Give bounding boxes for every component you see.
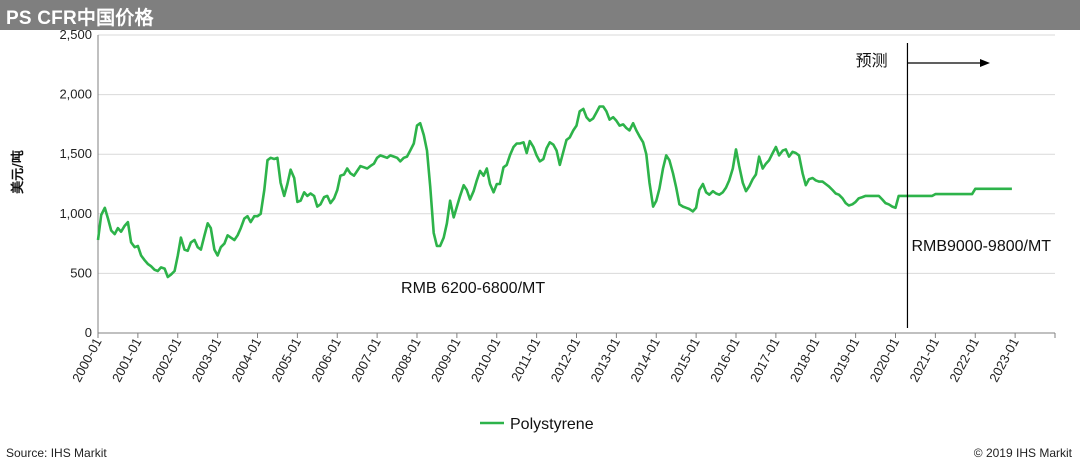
y-tick-labels: 0 500 1,000 1,500 2,000 2,500 [59,27,92,340]
y-tick-label: 2,000 [59,87,92,102]
y-tick-label: 1,500 [59,146,92,161]
y-tick-label: 0 [85,325,92,340]
x-tick-label: 2022-01 [946,335,982,384]
legend-label: Polystyrene [510,416,594,433]
forecast-marker [906,43,990,328]
grid-lines [98,34,1055,274]
series-line-polystyrene [96,105,1012,279]
x-tick-label: 2015-01 [667,335,703,384]
y-tick-label: 1,000 [59,206,92,221]
axes [97,35,1056,338]
x-tick-label: 2014-01 [627,335,663,384]
legend: Polystyrene [480,416,594,433]
chart-header: PS CFR中国价格 [0,0,1080,30]
x-tick-label: 2013-01 [587,335,623,384]
x-tick-label: 2012-01 [548,335,584,384]
y-tick-label: 500 [70,265,92,280]
x-tick-label: 2017-01 [747,335,783,384]
x-tick-label: 2023-01 [986,335,1022,384]
x-tick-label: 2011-01 [508,335,543,383]
source-note: Source: IHS Markit [6,446,107,460]
x-tick-label: 2006-01 [308,335,344,384]
annotation-text: RMB9000-9800/MT [911,238,1051,255]
x-tick-label: 2003-01 [189,335,225,384]
chart-title: PS CFR中国价格 [6,8,154,29]
x-tick-label: 2004-01 [229,335,265,384]
x-tick-label: 2018-01 [787,335,823,384]
y-tick-label: 2,500 [59,27,92,42]
forecast-arrow-head [980,59,990,67]
x-tick-label: 2021-01 [906,335,942,384]
series-lines [96,105,1012,279]
copyright-note: © 2019 IHS Markit [973,446,1072,460]
y-axis-label: 美元/吨 [10,150,26,194]
x-tick-label: 2016-01 [707,335,743,384]
x-tick-label: 2020-01 [867,335,903,384]
x-tick-labels: 2000-01 2001-01 2002-01 2003-01 2004-01 2005-… [69,335,1022,384]
x-tick-label: 2000-01 [69,335,105,384]
x-tick-label: 2010-01 [468,335,504,384]
x-tick-label: 2001-01 [109,335,145,384]
annotation-text: RMB 6200-6800/MT [401,280,545,297]
x-tick-label: 2002-01 [149,335,185,384]
annotations: 预测 RMB 6200-6800/MT RMB9000-9800/MT [401,52,1051,297]
x-tick-label: 2008-01 [388,335,424,384]
x-tick-label: 2007-01 [348,335,384,384]
x-tick-label: 2009-01 [428,335,464,384]
x-tick-label: 2005-01 [268,335,304,384]
annotation-text: 预测 [856,52,888,70]
x-tick-label: 2019-01 [827,335,863,384]
